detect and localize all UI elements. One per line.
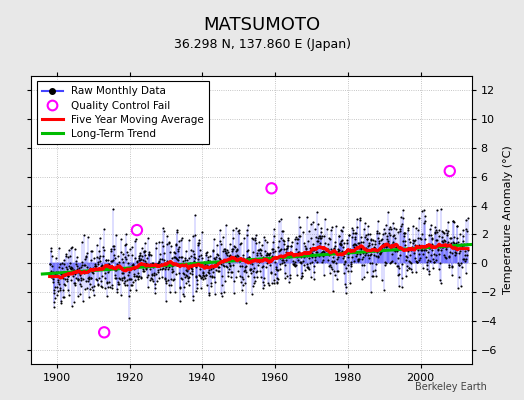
Point [133, 227, 141, 233]
Point [100, 329, 108, 336]
Legend: Raw Monthly Data, Quality Control Fail, Five Year Moving Average, Long-Term Tren: Raw Monthly Data, Quality Control Fail, … [37, 81, 209, 144]
Y-axis label: Temperature Anomaly (°C): Temperature Anomaly (°C) [503, 146, 512, 294]
Text: Berkeley Earth: Berkeley Earth [416, 382, 487, 392]
Text: 36.298 N, 137.860 E (Japan): 36.298 N, 137.860 E (Japan) [173, 38, 351, 51]
Point [445, 168, 454, 174]
Text: MATSUMOTO: MATSUMOTO [203, 16, 321, 34]
Point [267, 185, 276, 192]
